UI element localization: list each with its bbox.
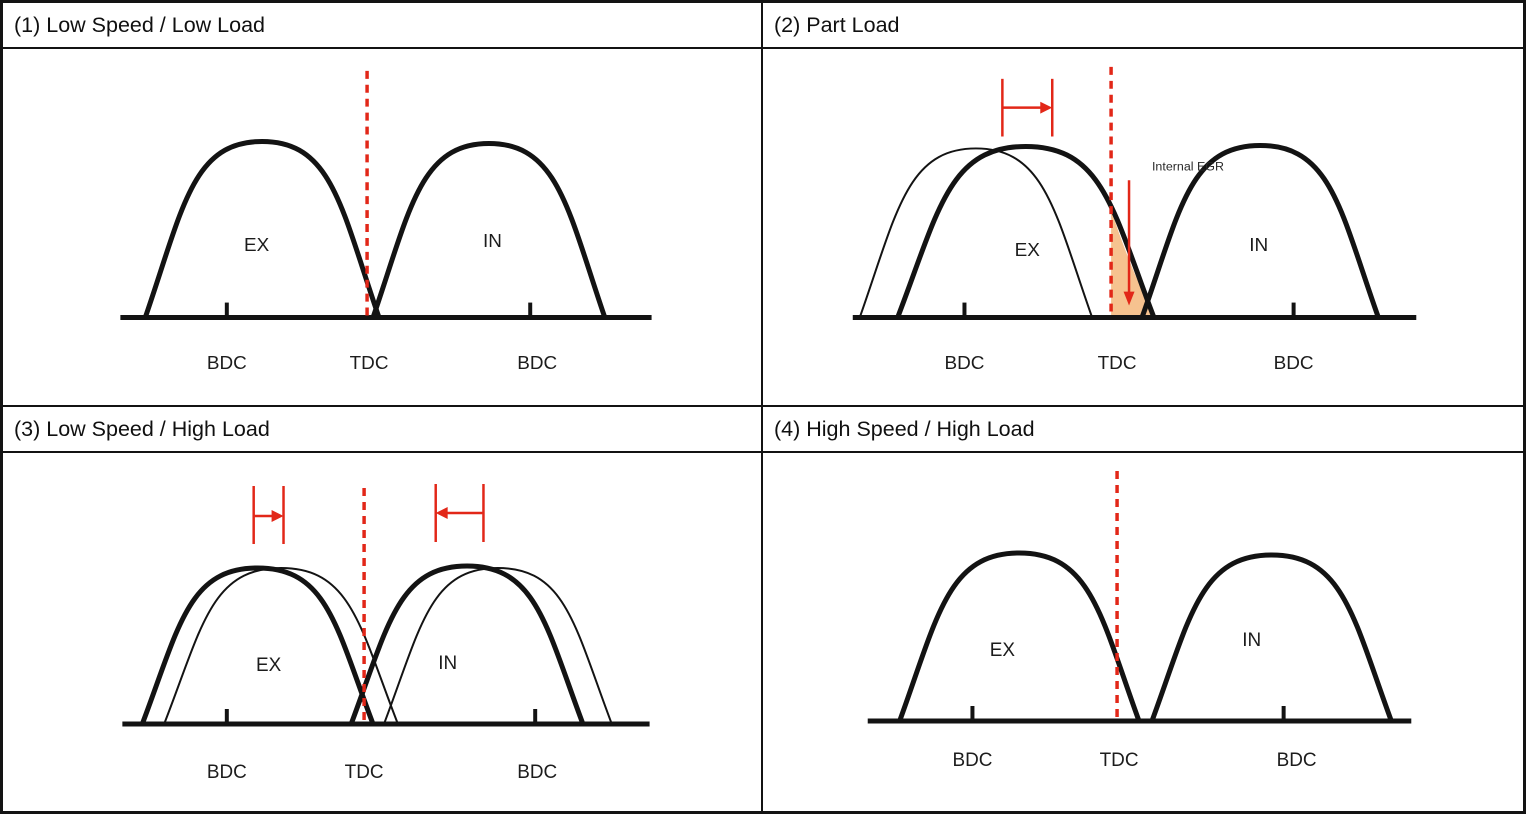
ex-curve-ghost [163,566,399,725]
ex-label: EX [244,235,270,256]
ex-label: EX [990,640,1016,661]
ex-curve-ghost [858,147,1094,319]
bdc-right-label: BDC [1277,750,1317,771]
internal-egr-label: Internal EGR [1152,159,1224,173]
shift-arrow-head-right-icon [1040,101,1053,114]
bdc-left-label: BDC [952,750,992,771]
bdc-left-label: BDC [207,762,247,783]
bdc-left-label: BDC [207,353,247,374]
bdc-right-label: BDC [517,353,557,374]
valve-timing-diagram-3: EX IN BDC TDC BDC [122,484,650,783]
bdc-right-label: BDC [517,762,557,783]
in-curve [370,140,608,320]
panel-high-speed-high-load: (4) High Speed / High Load EX IN BDC TDC… [763,407,1523,811]
ex-label: EX [1015,240,1041,261]
panel-part-load: (2) Part Load Internal EGR E [763,3,1523,407]
in-curve [1149,552,1394,724]
ex-curve-shifted [895,143,1157,320]
bdc-right-label: BDC [1274,353,1314,374]
ex-curve [142,138,382,320]
tdc-label: TDC [1098,353,1137,374]
panel-title: (3) Low Speed / High Load [3,407,761,453]
in-curve-shifted [348,563,586,727]
in-shift-arrow-head-left-icon [435,507,448,519]
ex-curve [139,565,376,727]
egr-region [1111,209,1154,318]
tdc-label: TDC [350,353,389,374]
in-curve-ghost [382,566,613,725]
ex-shift-arrow-head-right-icon [271,510,284,522]
panel-title: (2) Part Load [763,3,1523,49]
ex-label: EX [256,655,282,676]
valve-timing-diagram-2: Internal EGR EX IN BDC TDC BDC [852,66,1417,374]
panel-low-speed-high-load: (3) Low Speed / High Load [3,407,763,811]
tdc-label: TDC [1100,750,1139,771]
valve-timing-diagram-4: EX IN BDC TDC BDC [867,471,1412,771]
in-label: IN [1249,235,1268,256]
in-label: IN [438,653,457,674]
panel-canvas: EX IN BDC TDC BDC [763,453,1523,811]
bdc-left-label: BDC [944,353,984,374]
tdc-label: TDC [345,762,384,783]
panel-low-speed-low-load: (1) Low Speed / Low Load EX IN BDC TDC B… [3,3,763,407]
panel-title: (4) High Speed / High Load [763,407,1523,453]
in-curve [1139,142,1381,320]
in-label: IN [1242,630,1261,651]
egr-arrow-head-down-icon [1123,291,1135,306]
valve-timing-diagram-1: EX IN BDC TDC BDC [120,70,652,374]
panel-canvas: EX IN BDC TDC BDC [3,49,761,405]
in-label: IN [483,231,502,252]
panel-canvas: EX IN BDC TDC BDC [3,453,761,811]
ex-curve [897,550,1142,724]
panel-canvas: Internal EGR EX IN BDC TDC BDC [763,49,1523,405]
panel-title: (1) Low Speed / Low Load [3,3,761,49]
